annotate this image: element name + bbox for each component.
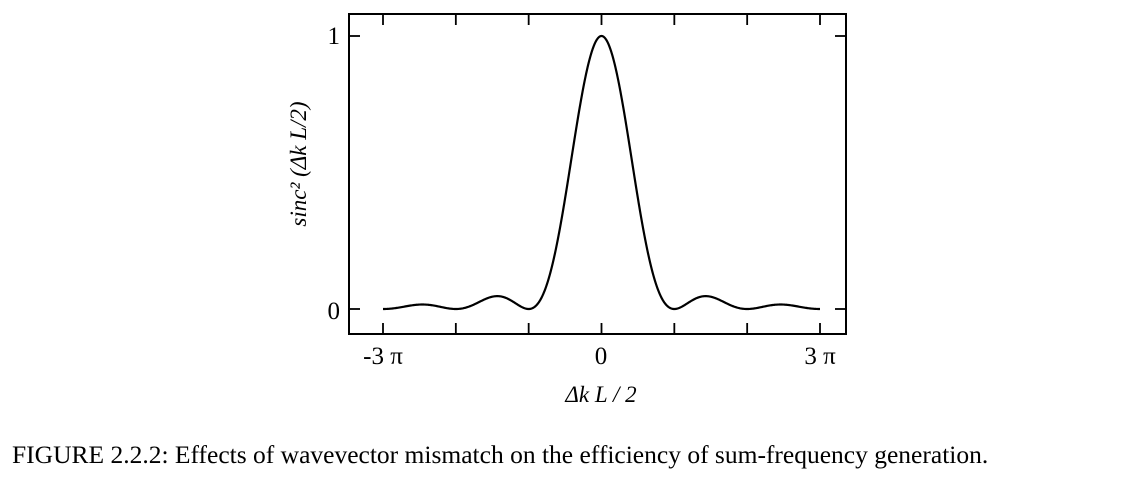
x-axis-label: Δk L / 2 <box>564 382 636 407</box>
plot-frame <box>348 13 847 335</box>
figure-caption: FIGURE 2.2.2: Effects of wavevector mism… <box>12 440 989 469</box>
y-axis-label: sinc² (Δk L/2) <box>286 101 311 226</box>
x-tick-label-right: 3 π <box>804 343 836 370</box>
chart: 1 0 -3 π 0 3 π Δk L / 2 sinc² (Δk L/2) <box>286 13 847 407</box>
x-tick-label-center: 0 <box>595 343 608 370</box>
ticks <box>349 14 846 334</box>
x-tick-label-left: -3 π <box>363 343 403 370</box>
sinc-squared-curve <box>382 34 821 311</box>
y-tick-label-0: 0 <box>328 298 341 325</box>
y-tick-label-1: 1 <box>328 23 341 50</box>
